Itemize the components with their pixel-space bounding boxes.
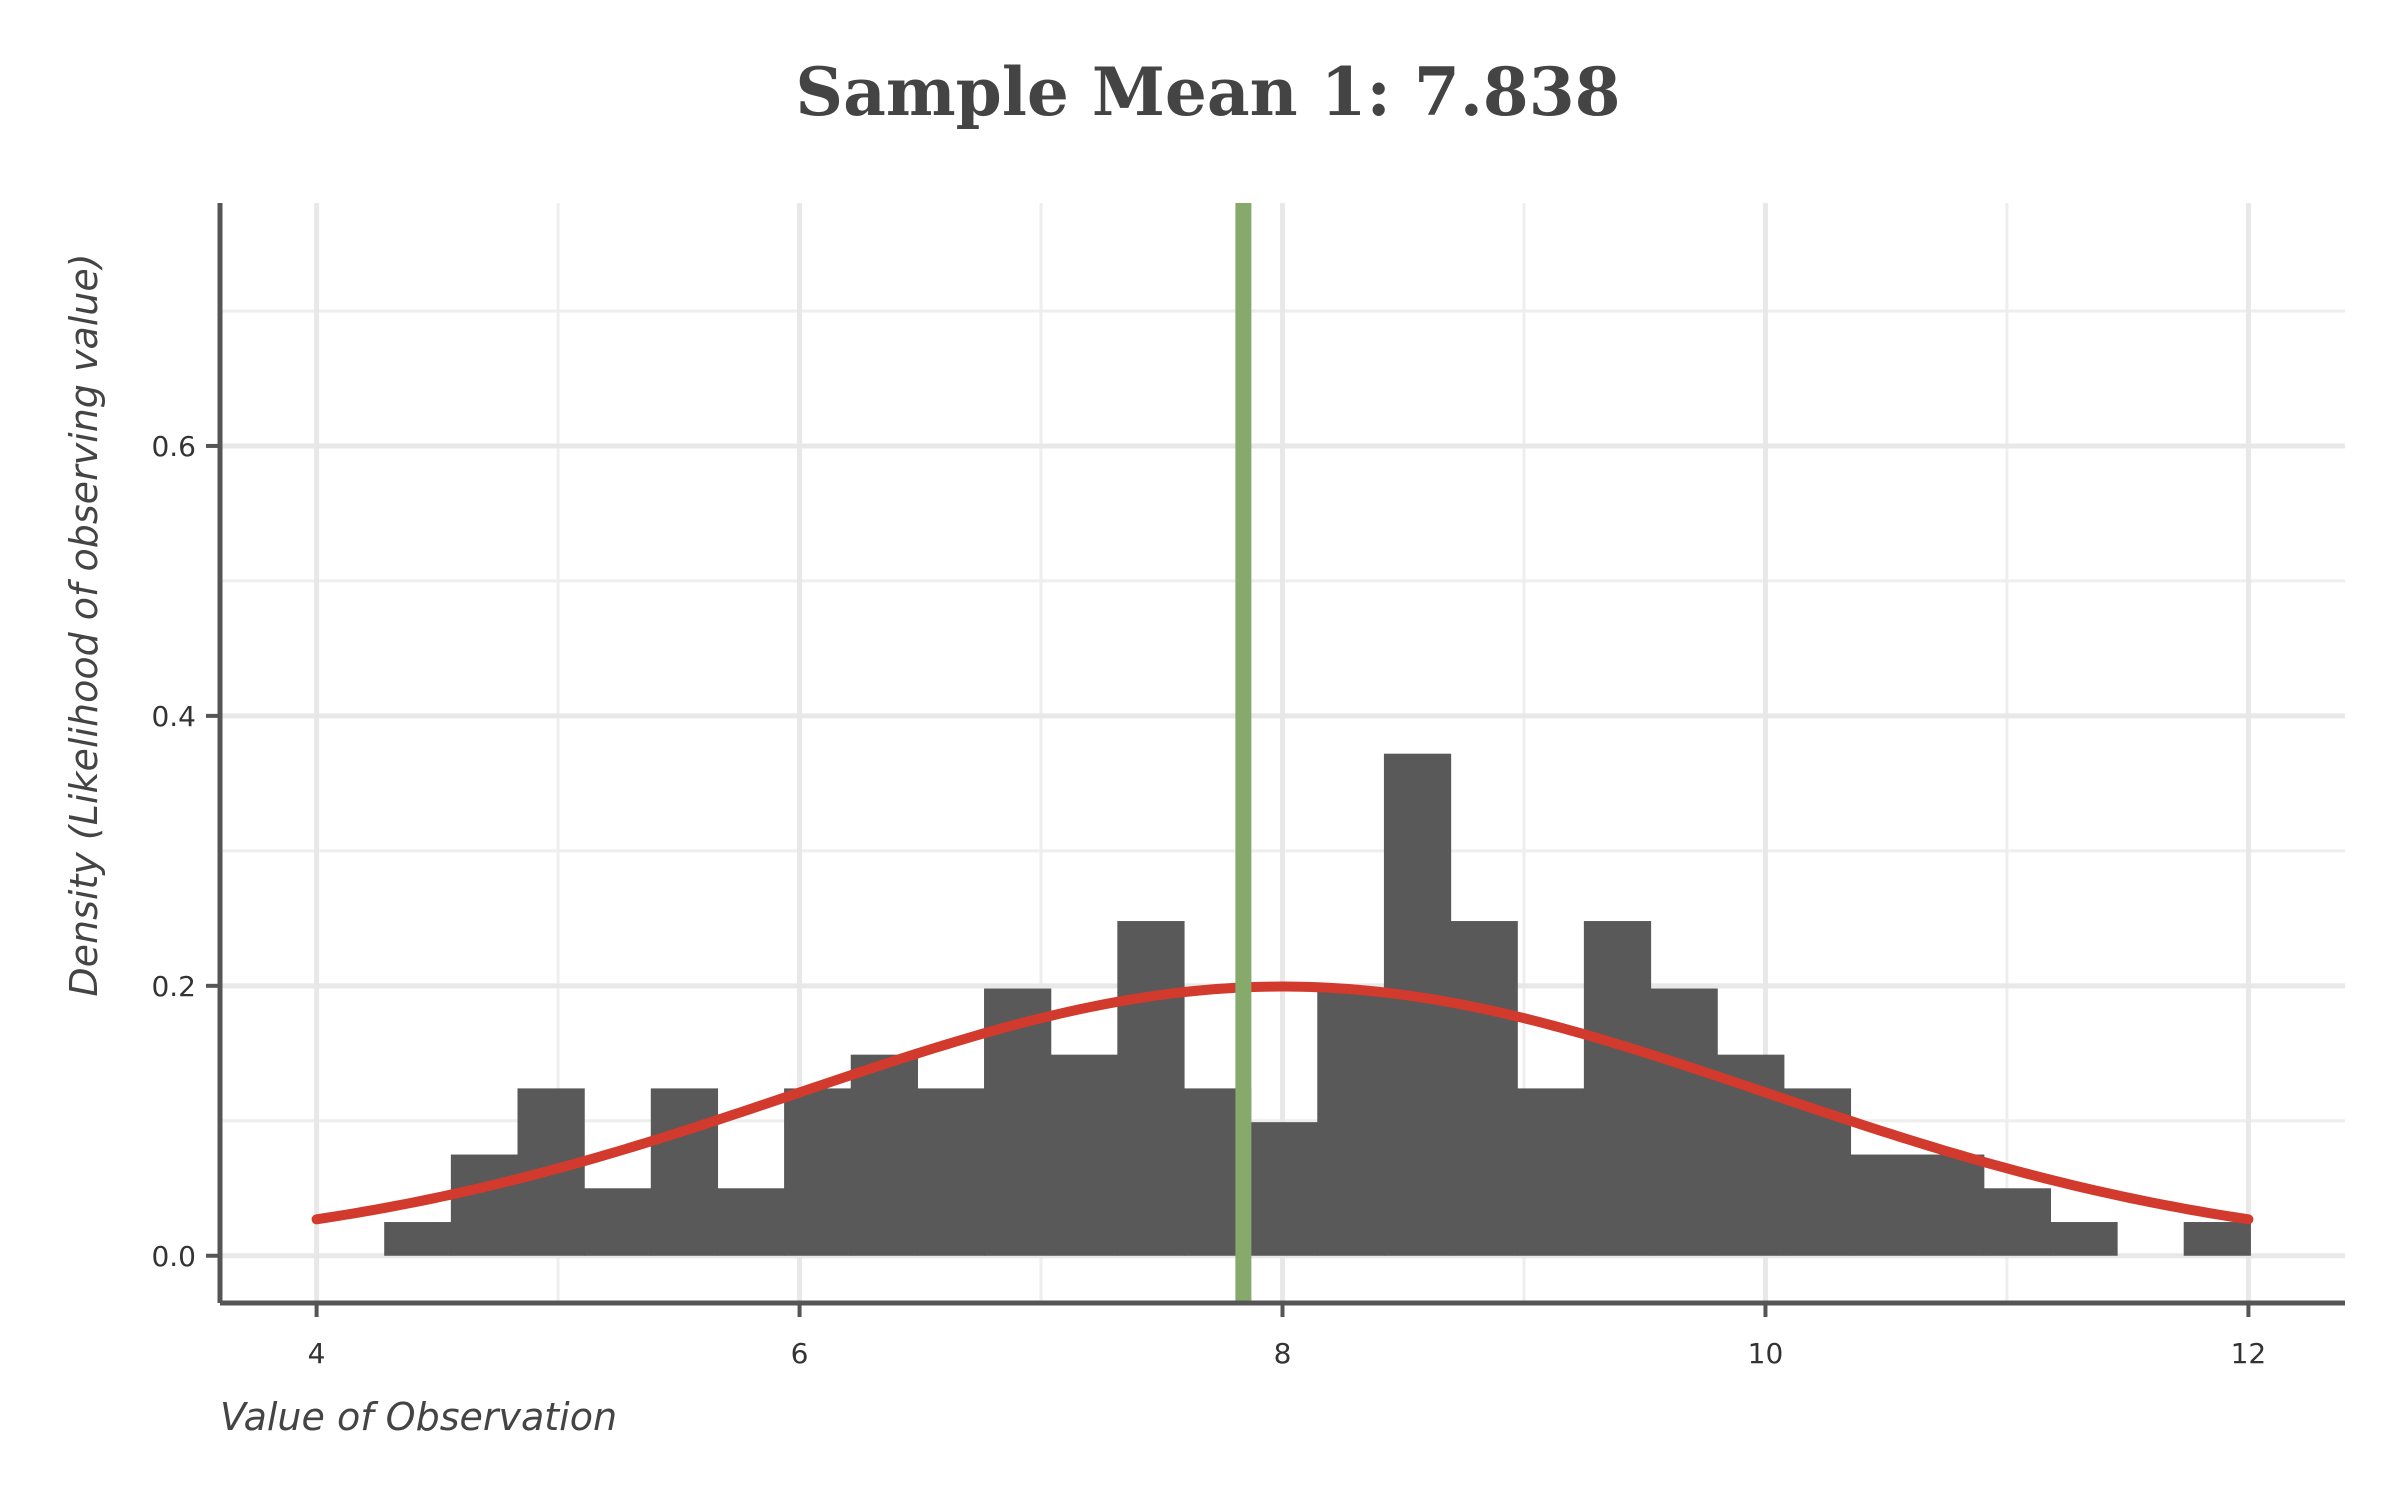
histogram-bar [2183, 1222, 2251, 1256]
x-tick-label: 4 [308, 1337, 326, 1370]
histogram-bar [917, 1088, 985, 1256]
y-axis-label: Density (Likelihood of observing value) [62, 253, 106, 996]
histogram-bar [1117, 921, 1185, 1256]
y-tick-label: 0.4 [151, 700, 196, 733]
x-tick-label: 6 [791, 1337, 809, 1370]
histogram-bar [1583, 921, 1652, 1256]
histogram-bar [850, 1054, 918, 1256]
x-tick-label: 12 [2231, 1337, 2267, 1370]
histogram-bar [2050, 1222, 2118, 1256]
y-tick-label: 0.2 [151, 970, 196, 1003]
histogram-bar [1650, 988, 1718, 1256]
histogram-bar [584, 1188, 652, 1256]
histogram-bar [650, 1088, 719, 1256]
histogram-bar [450, 1154, 519, 1256]
histogram-bar [1850, 1154, 1918, 1256]
normal-curve-layer [311, 981, 2254, 1225]
histogram-bar [1517, 1088, 1585, 1256]
axes [206, 203, 2345, 1317]
histogram-bar [717, 1188, 785, 1256]
histogram-bar [1917, 1154, 1985, 1256]
histogram-bar [784, 1088, 852, 1256]
histogram-bar [384, 1222, 452, 1256]
tick-labels: 4 6 8 10 12 0.0 0.2 0.4 0.6 [151, 430, 2266, 1370]
y-tick-label: 0.6 [151, 430, 196, 463]
x-tick-label: 8 [1274, 1337, 1292, 1370]
histogram-bars [384, 753, 2251, 1256]
chart-title: Sample Mean 1: 7.838 [795, 53, 1620, 131]
histogram-bar [1250, 1122, 1318, 1256]
x-tick-label: 10 [1748, 1337, 1784, 1370]
histogram-bar [1983, 1188, 2051, 1256]
y-tick-label: 0.0 [151, 1240, 196, 1273]
normal-density-curve [311, 981, 2254, 1225]
histogram-bar [1317, 988, 1385, 1256]
histogram-bar [1050, 1054, 1118, 1256]
x-axis-label: Value of Observation [220, 1395, 617, 1439]
histogram-bar [1450, 921, 1518, 1256]
